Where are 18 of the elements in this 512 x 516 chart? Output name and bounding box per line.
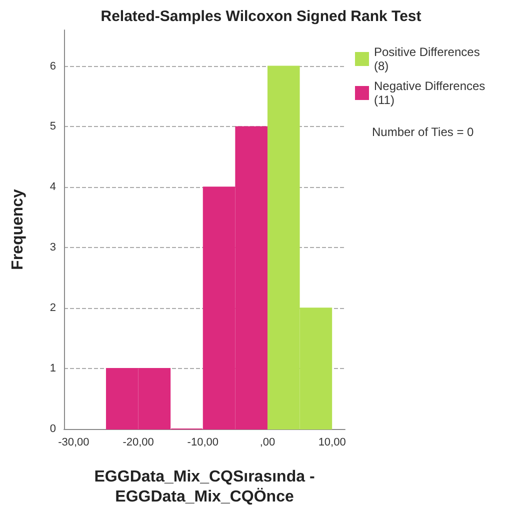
y-tick-label: 1 <box>50 362 56 375</box>
chart-title: Related-Samples Wilcoxon Signed Rank Test <box>100 8 422 25</box>
y-tick-label: 0 <box>50 423 56 435</box>
y-tick-label: 2 <box>50 302 56 314</box>
y-tick-label: 3 <box>50 242 56 254</box>
x-tick-label: -10,00 <box>187 436 218 448</box>
text: Number of Ties = 0 <box>372 125 474 139</box>
x-tick-label: ,00 <box>260 436 276 448</box>
y-axis-title: Frequency <box>10 188 26 270</box>
legend-label: Negative Differences (11) <box>374 79 486 107</box>
y-tick-label: 6 <box>50 60 56 72</box>
x-tick-label: -20,00 <box>122 436 154 448</box>
y-tick-label: 4 <box>50 181 56 194</box>
x-tick-label: 10,00 <box>318 436 346 448</box>
x-axis-title: EGGData_Mix_CQSırasında - EGGData_Mix_CQÖnce <box>94 468 315 506</box>
legend-label: Positive Differences (8) <box>374 45 480 73</box>
x-tick-label: -30,00 <box>58 436 90 448</box>
y-tick-label: 5 <box>50 120 56 133</box>
